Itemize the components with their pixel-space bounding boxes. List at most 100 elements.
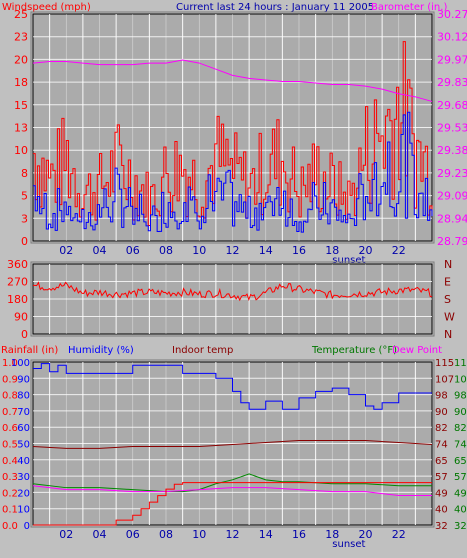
top-ytick-left: 0: [21, 235, 28, 248]
bottom-ytick-rain: 0.7: [2, 407, 18, 418]
bottom-ytick-humidity: 90: [17, 374, 30, 385]
top-xtick: 08: [159, 244, 173, 257]
dir-ytick-right: N: [444, 258, 452, 271]
bottom-ytick-rain: 1.0: [2, 358, 18, 369]
top-ytick-right: 30.27: [437, 8, 467, 21]
bottom-ytick-humidity: 30: [17, 472, 30, 483]
bottom-ytick-temp: 115: [454, 358, 467, 369]
dir-ytick-right: E: [444, 276, 451, 289]
bottom-frame: [30, 359, 435, 528]
top-xtick: 18: [325, 244, 339, 257]
bottom-xtick: 14: [259, 528, 273, 541]
top-ytick-left: 3: [21, 212, 28, 225]
bottom-ytick-temp: 82: [454, 423, 467, 434]
bottom-xtick: 08: [159, 528, 173, 541]
top-ytick-left: 23: [14, 31, 28, 44]
bottom-ytick-indoor: 107: [435, 374, 454, 385]
dir-ytick-left: 270: [7, 276, 28, 289]
bottom-xtick: 02: [59, 528, 73, 541]
temperature-label: Temperature (°F): [311, 345, 397, 356]
bottom-xtick: 12: [226, 528, 240, 541]
rainfall-line: [33, 482, 432, 526]
top-ytick-left: 15: [14, 99, 28, 112]
subtitle: Current last 24 hours : January 11 2005: [176, 2, 374, 13]
dew-point-label: Dew Point: [392, 345, 442, 356]
bottom-ytick-humidity: 100: [11, 358, 30, 369]
top-frame: [30, 11, 435, 244]
bottom-ytick-rain: 0.4: [2, 456, 18, 467]
bottom-xtick: 10: [192, 528, 206, 541]
windspeed-gust-line: [33, 41, 433, 227]
top-xtick: 10: [192, 244, 206, 257]
bottom-ytick-rain: 0.8: [2, 391, 18, 402]
dir-ytick-left: 360: [7, 258, 28, 271]
bottom-ytick-indoor: 65: [435, 456, 448, 467]
bottom-ytick-rain: 0.2: [2, 488, 18, 499]
rainfall-label: Rainfall (in): [1, 345, 58, 356]
barometer-line: [32, 59, 433, 102]
top-xtick: 20: [359, 244, 373, 257]
bottom-sunset-label: sunset: [332, 539, 365, 550]
wind-direction-line: [32, 281, 433, 302]
top-ytick-left: 5: [21, 190, 28, 203]
barometer-label: Barometer (in.): [371, 2, 447, 13]
top-ytick-right: 28.94: [437, 212, 467, 225]
dew-point-line: [32, 485, 432, 497]
top-ytick-right: 28.79: [437, 235, 467, 248]
bottom-ytick-humidity: 0: [24, 521, 30, 532]
top-ytick-right: 29.83: [437, 76, 467, 89]
bottom-ytick-humidity: 10: [17, 505, 30, 516]
top-xtick: 12: [226, 244, 240, 257]
bottom-xtick: 22: [392, 528, 406, 541]
top-xtick: 04: [93, 244, 107, 257]
top-ytick-left: 8: [21, 167, 28, 180]
indoor-temp-label: Indoor temp: [172, 345, 233, 356]
top-ytick-left: 20: [14, 53, 28, 66]
bottom-ytick-rain: 0.1: [2, 505, 18, 516]
bottom-xtick: 06: [126, 528, 140, 541]
bottom-ytick-humidity: 20: [17, 488, 30, 499]
bottom-ytick-humidity: 60: [17, 423, 30, 434]
windspeed-avg-line: [33, 111, 433, 233]
humidity-label: Humidity (%): [68, 345, 134, 356]
bottom-ytick-indoor: 57: [435, 472, 448, 483]
top-ytick-right: 30.12: [437, 31, 467, 44]
bottom-ytick-rain: 0.5: [2, 440, 18, 451]
bottom-ytick-indoor: 90: [435, 407, 448, 418]
bottom-ytick-rain: 0.0: [2, 521, 18, 532]
dir-ytick-left: 180: [7, 293, 28, 306]
bottom-ytick-indoor: 82: [435, 423, 448, 434]
top-ytick-right: 29.23: [437, 167, 467, 180]
bottom-ytick-temp: 98: [454, 391, 467, 402]
top-ytick-right: 29.38: [437, 144, 467, 157]
bottom-ytick-humidity: 70: [17, 407, 30, 418]
bottom-ytick-indoor: 40: [435, 505, 448, 516]
bottom-ytick-indoor: 32: [435, 521, 448, 532]
humidity-line: [33, 363, 432, 410]
top-xtick: 22: [392, 244, 406, 257]
dir-ytick-left: 90: [14, 311, 28, 324]
top-ytick-left: 18: [14, 76, 28, 89]
top-ytick-right: 29.09: [437, 190, 467, 203]
bottom-ytick-rain: 0.6: [2, 423, 18, 434]
top-ytick-right: 29.53: [437, 122, 467, 135]
top-ytick-left: 25: [14, 8, 28, 21]
bottom-ytick-humidity: 40: [17, 456, 30, 467]
bottom-xtick: 18: [325, 528, 339, 541]
bottom-ytick-humidity: 80: [17, 391, 30, 402]
dir-ytick-right: W: [444, 311, 455, 324]
top-ytick-left: 10: [14, 144, 28, 157]
top-ytick-right: 29.97: [437, 53, 467, 66]
dir-ytick-left: 0: [21, 328, 28, 341]
bottom-xtick: 04: [93, 528, 107, 541]
windspeed-label: Windspeed (mph): [2, 2, 91, 13]
bottom-ytick-indoor: 115: [435, 358, 454, 369]
bottom-ytick-temp: 49: [454, 488, 467, 499]
top-xtick: 02: [59, 244, 73, 257]
top-xtick: 06: [126, 244, 140, 257]
bottom-ytick-temp: 65: [454, 456, 467, 467]
bottom-ytick-temp: 74: [454, 440, 467, 451]
top-xtick: 14: [259, 244, 273, 257]
